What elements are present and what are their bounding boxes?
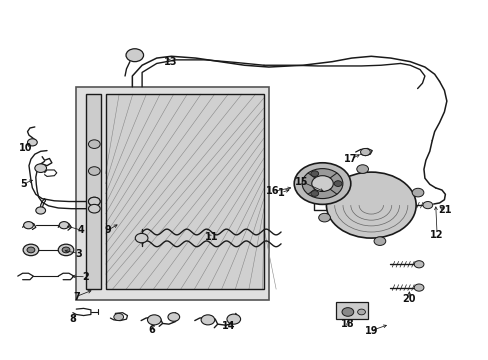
Circle shape: [341, 308, 353, 316]
Circle shape: [294, 163, 350, 204]
Circle shape: [167, 313, 179, 321]
Circle shape: [326, 172, 415, 238]
Circle shape: [62, 247, 70, 253]
Circle shape: [88, 167, 100, 175]
Circle shape: [23, 222, 33, 229]
Bar: [86, 94, 101, 289]
Text: 5: 5: [20, 179, 27, 189]
Text: 13: 13: [163, 57, 177, 67]
Bar: [105, 94, 264, 289]
Circle shape: [373, 237, 385, 246]
Circle shape: [356, 165, 368, 174]
Circle shape: [311, 176, 333, 192]
Text: 20: 20: [402, 294, 415, 304]
Text: 10: 10: [19, 143, 33, 153]
Text: 6: 6: [148, 325, 155, 335]
Circle shape: [411, 188, 423, 197]
Circle shape: [88, 204, 100, 213]
Text: 15: 15: [295, 177, 308, 187]
Circle shape: [226, 314, 240, 324]
Circle shape: [413, 284, 423, 291]
Circle shape: [58, 244, 74, 256]
Circle shape: [310, 171, 318, 176]
Circle shape: [59, 222, 69, 229]
Bar: [105, 94, 264, 289]
Text: 8: 8: [69, 314, 76, 324]
Circle shape: [147, 315, 161, 325]
Circle shape: [135, 233, 148, 243]
Circle shape: [357, 309, 365, 315]
Text: 1: 1: [277, 188, 284, 198]
Circle shape: [88, 197, 100, 206]
Circle shape: [360, 148, 369, 156]
Text: 11: 11: [204, 232, 218, 242]
Text: 14: 14: [222, 321, 235, 331]
Circle shape: [413, 261, 423, 268]
Circle shape: [114, 314, 123, 320]
Text: 2: 2: [82, 272, 89, 282]
Circle shape: [318, 213, 330, 222]
Text: 9: 9: [104, 225, 111, 235]
Text: 12: 12: [429, 230, 443, 239]
Circle shape: [88, 140, 100, 148]
Circle shape: [333, 181, 341, 186]
Circle shape: [422, 202, 432, 209]
Bar: [76, 87, 268, 300]
Text: 4: 4: [78, 225, 84, 235]
Circle shape: [27, 247, 35, 253]
Circle shape: [310, 191, 318, 196]
Circle shape: [126, 49, 143, 62]
Circle shape: [88, 197, 100, 206]
Bar: [335, 302, 367, 319]
Text: 17: 17: [344, 154, 357, 164]
Text: 21: 21: [438, 206, 451, 216]
Text: 7: 7: [73, 292, 80, 302]
Text: 19: 19: [364, 325, 377, 336]
Circle shape: [27, 139, 37, 146]
Circle shape: [23, 244, 39, 256]
Circle shape: [201, 315, 214, 325]
Circle shape: [35, 164, 46, 172]
Text: 3: 3: [75, 248, 82, 258]
Text: 18: 18: [340, 319, 354, 329]
Circle shape: [36, 207, 45, 214]
Circle shape: [302, 168, 342, 199]
Text: 16: 16: [265, 186, 279, 197]
